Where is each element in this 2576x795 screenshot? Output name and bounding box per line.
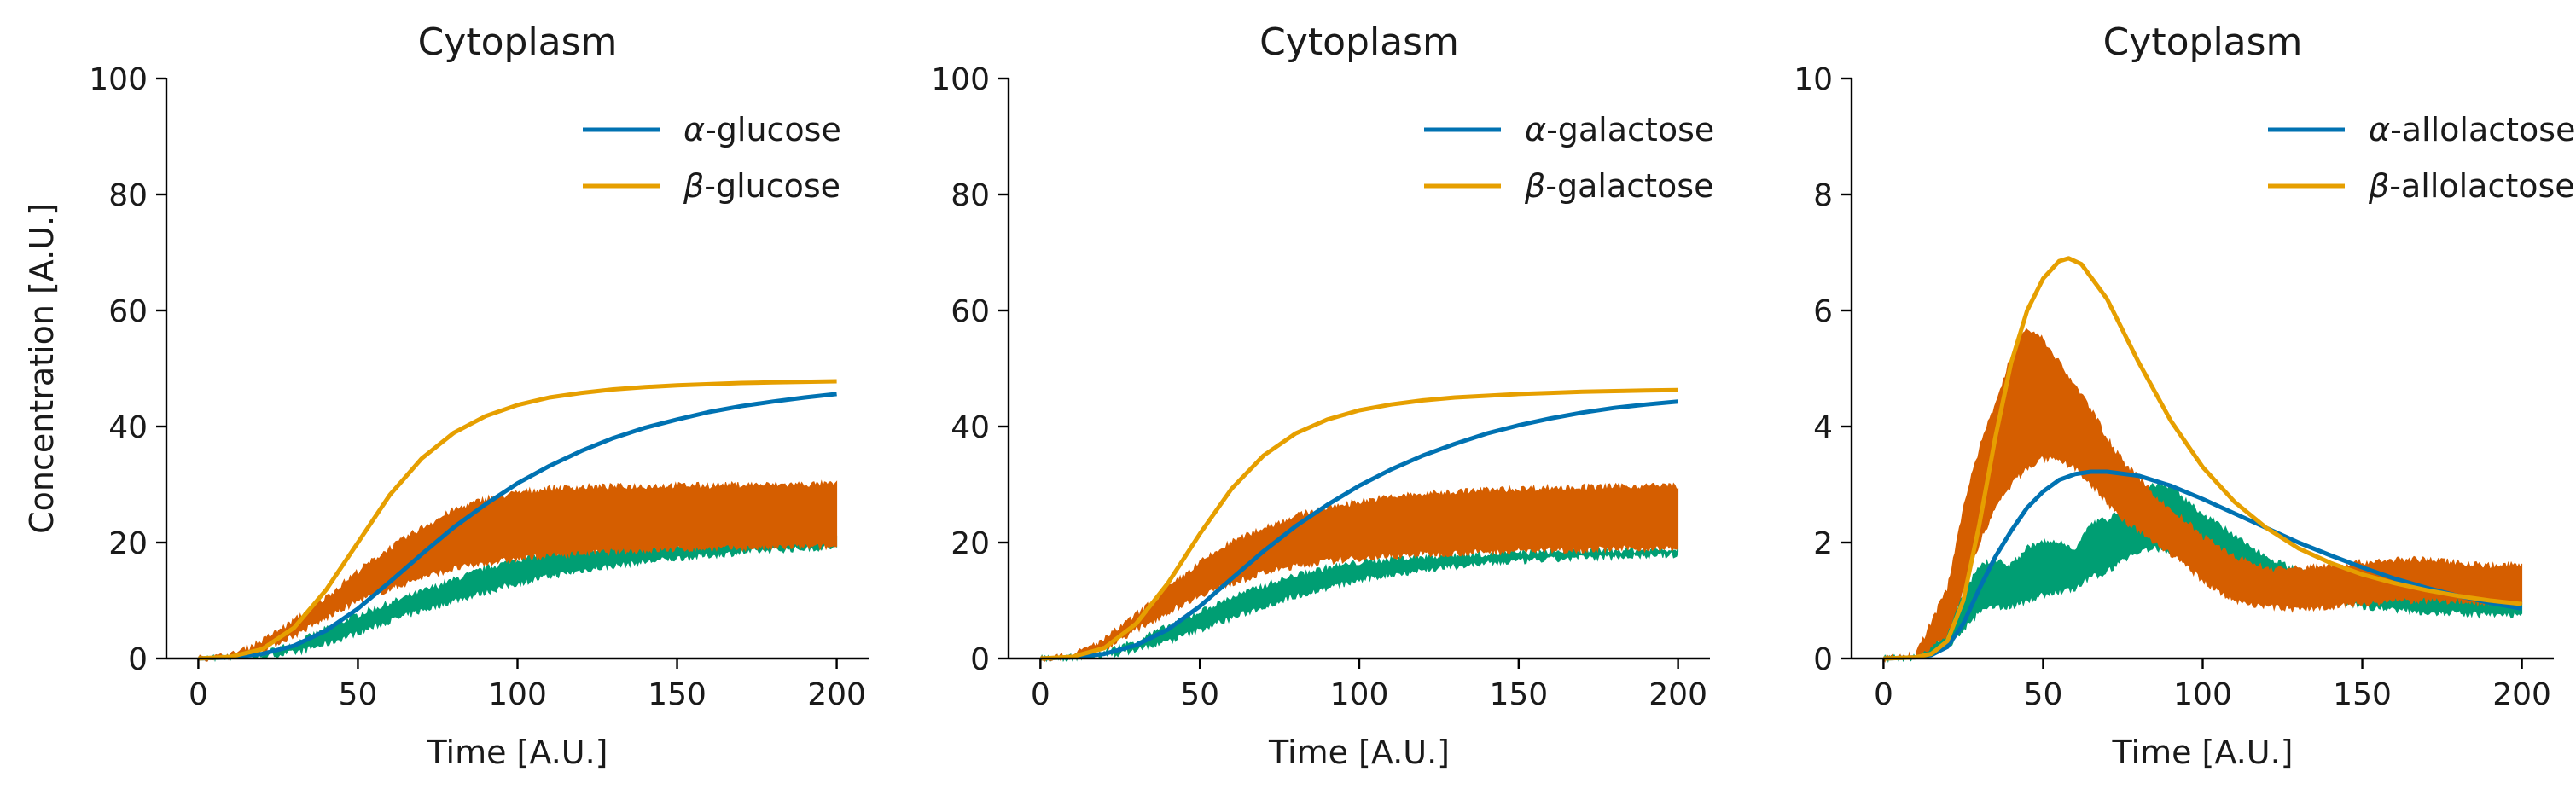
band-2 [1039, 482, 1679, 662]
chart-title: Cytoplasm [2103, 20, 2303, 64]
x-tick-label: 150 [2333, 677, 2392, 712]
y-tick-label: 0 [970, 642, 990, 677]
series-line-2 [1040, 387, 1678, 661]
legend-label: β-galactose [1524, 167, 1713, 205]
chart-panel-1: 0 50 100 150 200 0 20 40 60 80 100 Cytoplasm Time [A… [23, 20, 869, 771]
y-tick-label: 4 [1813, 410, 1833, 445]
y-tick-label: 80 [951, 178, 990, 213]
x-axis-label: Time [A.U.] [2111, 734, 2293, 771]
band-2 [1882, 328, 2523, 663]
y-tick-label: 80 [108, 178, 148, 213]
y-tick-label: 0 [1813, 642, 1833, 677]
x-tick-label: 100 [488, 677, 547, 712]
legend-label: α-glucose [683, 111, 841, 148]
y-tick-label: 6 [1813, 294, 1833, 329]
chart-panel-2: 0 50 100 150 200 0 20 40 60 80 100 Cytoplasm Time [A… [931, 20, 1714, 771]
x-tick-label: 50 [1180, 677, 1219, 712]
y-tick-label: 60 [951, 294, 990, 329]
x-tick-label: 100 [2173, 677, 2232, 712]
x-tick-label: 50 [339, 677, 378, 712]
y-tick-label: 40 [108, 410, 148, 445]
series-line-2 [198, 379, 837, 661]
chart-title: Cytoplasm [418, 20, 618, 64]
x-tick-label: 50 [2024, 677, 2063, 712]
x-tick-label: 0 [1874, 677, 1893, 712]
x-tick-label: 150 [648, 677, 707, 712]
y-tick-label: 10 [1794, 62, 1833, 97]
x-axis-label: Time [A.U.] [1268, 734, 1450, 771]
chart-title: Cytoplasm [1259, 20, 1459, 64]
y-tick-label: 100 [931, 62, 990, 97]
series-line-1 [1883, 469, 2523, 661]
x-tick-label: 0 [189, 677, 208, 712]
y-tick-label: 100 [89, 62, 148, 97]
legend-label: β-glucose [683, 167, 840, 205]
band-1 [1039, 546, 1679, 663]
y-tick-label: 0 [128, 642, 148, 677]
y-tick-label: 8 [1813, 178, 1833, 213]
x-tick-label: 0 [1031, 677, 1050, 712]
series-line-1 [198, 392, 837, 661]
x-tick-label: 100 [1330, 677, 1389, 712]
series-line-2 [1883, 256, 2522, 661]
x-tick-label: 150 [1489, 677, 1548, 712]
series-line-1 [1040, 399, 1678, 661]
x-tick-label: 200 [1649, 677, 1707, 712]
legend-label: β-allolactose [2368, 167, 2575, 205]
x-tick-label: 200 [807, 677, 866, 712]
band-2 [197, 479, 838, 662]
x-tick-label: 200 [2492, 677, 2551, 712]
chart-panel-3: 0 50 100 150 200 0 2 4 6 8 10 Cytoplasm Time [A.U.] α… [1794, 20, 2575, 771]
y-tick-label: 60 [108, 294, 148, 329]
y-tick-label: 20 [951, 526, 990, 561]
legend-label: α-allolactose [2369, 111, 2576, 148]
y-axis-label: Concentration [A.U.] [23, 203, 61, 534]
y-tick-label: 2 [1813, 526, 1833, 561]
x-axis-label: Time [A.U.] [426, 734, 608, 771]
y-tick-label: 20 [108, 526, 148, 561]
y-tick-label: 40 [951, 410, 990, 445]
legend-label: α-galactose [1525, 111, 1714, 148]
